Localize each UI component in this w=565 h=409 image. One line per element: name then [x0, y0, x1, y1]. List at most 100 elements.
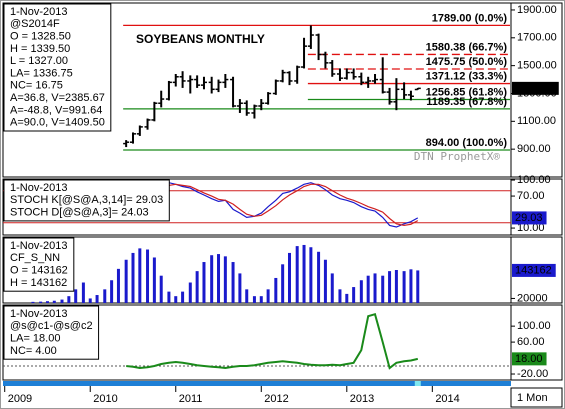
panel: [2, 236, 512, 304]
y-tick-label: 60.00: [517, 336, 545, 348]
bar: [409, 269, 413, 303]
x-tick-label: 2011: [179, 393, 203, 405]
info-text: CF_S_NN: [10, 252, 60, 264]
bar: [402, 271, 406, 303]
info-text: A=36.8, V=2385.67: [10, 92, 105, 104]
y-tick-label: 20000: [517, 292, 548, 304]
info-text: H = 1339.50: [10, 43, 70, 55]
bar: [202, 262, 206, 303]
bar: [245, 289, 249, 303]
y-tick-label: 1700.00: [517, 32, 557, 44]
bar: [323, 259, 327, 303]
bar: [88, 298, 92, 303]
info-text: NC= 16.75: [10, 80, 63, 92]
bar: [281, 264, 285, 303]
last-value: 143162: [512, 263, 556, 277]
level-label: 1475.75 (50.0%): [426, 56, 508, 68]
bar: [231, 262, 235, 303]
watermark: DTN ProphetX®: [414, 150, 500, 163]
info-text: @s@c1-@s@c2: [10, 320, 93, 332]
bar: [287, 252, 291, 303]
level-label: 1371.12 (33.3%): [426, 70, 508, 82]
x-axis-current: [414, 381, 421, 386]
bar: [345, 293, 349, 303]
bar: [45, 301, 49, 303]
info-text: LA= 1336.75: [10, 67, 73, 79]
chart-title: SOYBEANS MONTHLY: [136, 32, 265, 46]
bar: [39, 301, 43, 303]
last-value: 29.03: [512, 211, 547, 225]
info-box-frame: [3, 237, 75, 292]
bar: [116, 268, 120, 303]
bar: [394, 270, 398, 303]
info-text: LA= 18.00: [10, 333, 60, 345]
bar: [381, 275, 385, 303]
bar: [317, 251, 321, 303]
y-tick-label: 1100.00: [517, 115, 556, 127]
bar: [74, 289, 78, 303]
bar: [52, 300, 56, 303]
info-box-frame: [3, 305, 100, 360]
axis-panel: [510, 304, 563, 381]
bar: [223, 256, 227, 303]
bar: [259, 296, 263, 303]
info-text: @S2014F: [10, 18, 60, 30]
bar: [60, 299, 64, 303]
bar: [302, 244, 306, 303]
info-text: L = 1327.00: [10, 55, 68, 67]
info-text: STOCH D[@S@A,3]= 24.03: [10, 207, 149, 219]
series-line: [125, 183, 419, 227]
bar: [174, 296, 178, 303]
series-line: [126, 312, 419, 370]
bar: [31, 301, 35, 303]
bar: [266, 289, 270, 303]
bar: [124, 259, 128, 303]
y-tick-label: 70.00: [517, 190, 545, 202]
bar: [210, 255, 214, 303]
axis-panel: [510, 178, 563, 236]
y-tick-label: 10.00: [517, 222, 545, 234]
period-box: [510, 387, 563, 408]
info-text: 1-Nov-2013: [10, 308, 67, 320]
bar: [131, 252, 135, 303]
bar: [338, 289, 342, 303]
y-tick-label: 100.00: [517, 320, 551, 332]
last-value-box: [512, 81, 559, 95]
bar: [159, 275, 163, 303]
last-value: 18.00: [512, 352, 547, 366]
info-text: O = 143162: [10, 265, 68, 277]
bar: [373, 273, 377, 303]
info-text: 1-Nov-2013: [10, 6, 67, 18]
last-value-label: 29.03: [515, 212, 543, 224]
y-tick-label: 900.00: [517, 143, 551, 155]
level-label: 1580.38 (66.7%): [426, 41, 508, 53]
bar: [146, 249, 150, 303]
bar: [138, 248, 142, 303]
period-label: 1 Mon: [517, 392, 548, 404]
bar: [238, 273, 242, 303]
x-tick-label: 2012: [264, 393, 288, 405]
bar: [366, 275, 370, 303]
x-tick-label: 2014: [435, 393, 459, 405]
info-text: NC= 4.00: [10, 345, 57, 357]
bar: [152, 257, 156, 303]
bar: [359, 280, 363, 303]
last-value-box: [512, 352, 547, 366]
bar: [252, 296, 256, 303]
last-value-label: 143162: [515, 264, 552, 276]
bar: [330, 273, 334, 303]
bar: [416, 270, 420, 303]
bar: [352, 287, 356, 303]
last-value-label: 1336.75: [515, 82, 555, 94]
bar: [274, 277, 278, 303]
bar: [181, 291, 185, 303]
y-tick-label: 100.00: [517, 174, 551, 186]
info-text: H = 143162: [10, 277, 67, 289]
bar: [388, 271, 392, 303]
level-label: 1189.35 (67.8%): [426, 96, 507, 108]
info-box-frame: [3, 3, 112, 132]
last-value-box: [512, 263, 556, 277]
